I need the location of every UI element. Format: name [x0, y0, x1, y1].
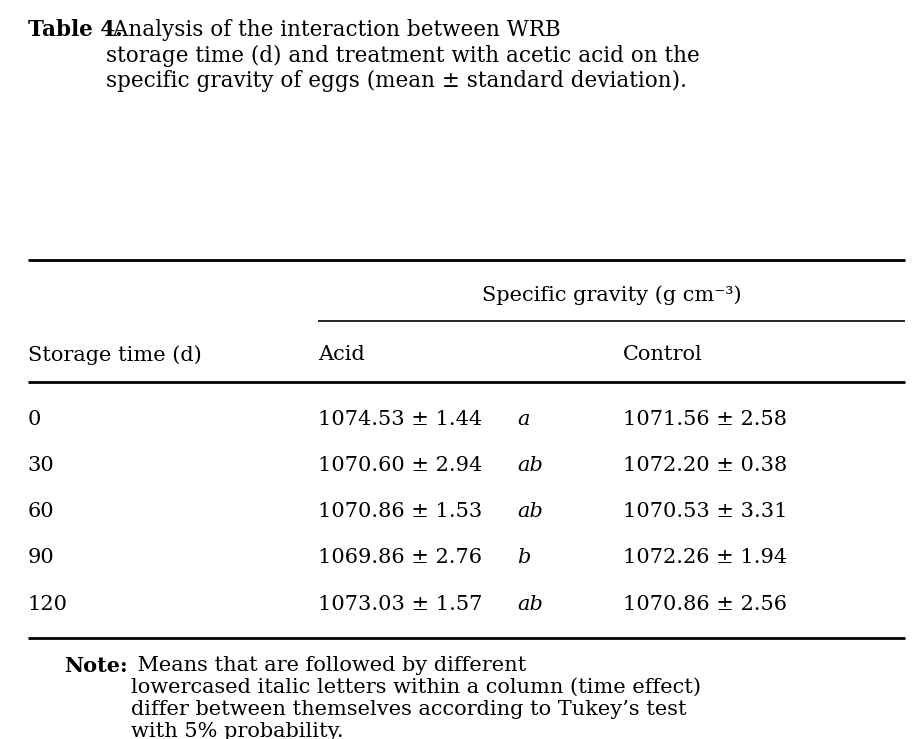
- Text: b: b: [517, 548, 530, 568]
- Text: 1074.53 ± 1.44: 1074.53 ± 1.44: [318, 409, 483, 429]
- Text: 120: 120: [28, 595, 67, 613]
- Text: 1073.03 ± 1.57: 1073.03 ± 1.57: [318, 595, 483, 613]
- Text: Specific gravity (g cm⁻³): Specific gravity (g cm⁻³): [482, 286, 741, 305]
- Text: Control: Control: [623, 345, 702, 364]
- Text: Table 4.: Table 4.: [28, 19, 123, 41]
- Text: 1072.26 ± 1.94: 1072.26 ± 1.94: [623, 548, 787, 568]
- Text: 1069.86 ± 2.76: 1069.86 ± 2.76: [318, 548, 483, 568]
- Text: 1070.86 ± 1.53: 1070.86 ± 1.53: [318, 502, 483, 521]
- Text: 1070.86 ± 2.56: 1070.86 ± 2.56: [623, 595, 787, 613]
- Text: 0: 0: [28, 409, 41, 429]
- Text: ab: ab: [517, 502, 543, 521]
- Text: 1071.56 ± 2.58: 1071.56 ± 2.58: [623, 409, 787, 429]
- Text: ab: ab: [517, 456, 543, 475]
- Text: Analysis of the interaction between WRB
storage time (d) and treatment with acet: Analysis of the interaction between WRB …: [106, 19, 700, 92]
- Text: a: a: [517, 409, 530, 429]
- Text: Means that are followed by different
lowercased italic letters within a column (: Means that are followed by different low…: [131, 655, 701, 739]
- Text: 90: 90: [28, 548, 54, 568]
- Text: 1072.20 ± 0.38: 1072.20 ± 0.38: [623, 456, 787, 475]
- Text: ab: ab: [517, 595, 543, 613]
- Text: 60: 60: [28, 502, 54, 521]
- Text: 1070.60 ± 2.94: 1070.60 ± 2.94: [318, 456, 483, 475]
- Text: Storage time (d): Storage time (d): [28, 345, 201, 365]
- Text: 30: 30: [28, 456, 54, 475]
- Text: Note:: Note:: [65, 655, 128, 675]
- Text: Acid: Acid: [318, 345, 366, 364]
- Text: 1070.53 ± 3.31: 1070.53 ± 3.31: [623, 502, 787, 521]
